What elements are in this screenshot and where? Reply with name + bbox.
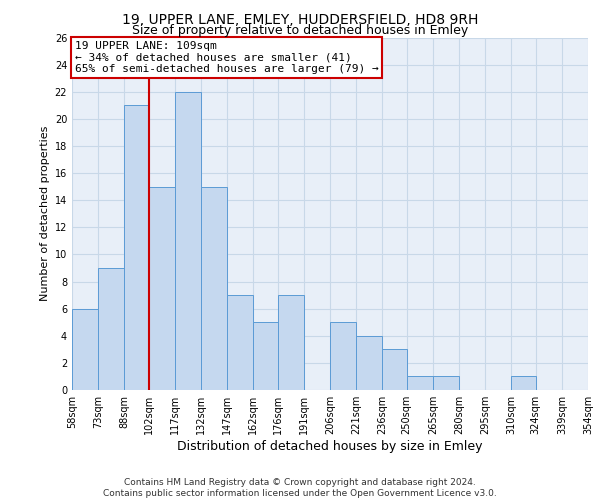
Bar bbox=[278, 295, 304, 390]
Text: Size of property relative to detached houses in Emley: Size of property relative to detached ho… bbox=[132, 24, 468, 37]
Bar bbox=[433, 376, 459, 390]
Bar bbox=[227, 295, 253, 390]
Bar bbox=[356, 336, 382, 390]
Bar bbox=[511, 376, 536, 390]
Bar bbox=[98, 268, 124, 390]
Text: 19 UPPER LANE: 109sqm
← 34% of detached houses are smaller (41)
65% of semi-deta: 19 UPPER LANE: 109sqm ← 34% of detached … bbox=[74, 41, 379, 74]
Bar bbox=[330, 322, 356, 390]
Text: Contains HM Land Registry data © Crown copyright and database right 2024.
Contai: Contains HM Land Registry data © Crown c… bbox=[103, 478, 497, 498]
Bar bbox=[382, 350, 407, 390]
Bar bbox=[72, 308, 98, 390]
Bar bbox=[588, 376, 600, 390]
Bar bbox=[149, 186, 175, 390]
Bar bbox=[407, 376, 433, 390]
Bar bbox=[253, 322, 278, 390]
Bar bbox=[201, 186, 227, 390]
Bar bbox=[124, 106, 149, 390]
Bar bbox=[175, 92, 201, 390]
Y-axis label: Number of detached properties: Number of detached properties bbox=[40, 126, 50, 302]
Text: 19, UPPER LANE, EMLEY, HUDDERSFIELD, HD8 9RH: 19, UPPER LANE, EMLEY, HUDDERSFIELD, HD8… bbox=[122, 12, 478, 26]
X-axis label: Distribution of detached houses by size in Emley: Distribution of detached houses by size … bbox=[177, 440, 483, 453]
